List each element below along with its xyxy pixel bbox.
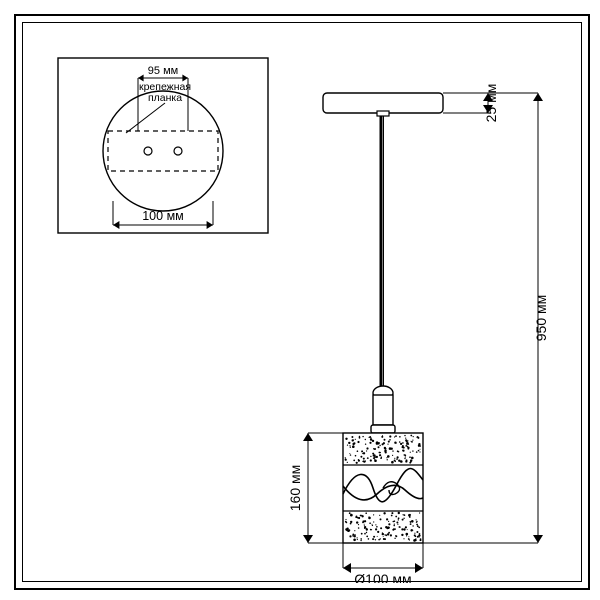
svg-text:950 мм: 950 мм [533,295,549,342]
outer-frame: 95 ммкрепежнаяпланка100 мм25 мм950 мм160… [14,14,590,590]
screw-hole [174,147,182,155]
screw-hole [144,147,152,155]
canopy-cord-grip [377,111,389,116]
svg-text:160 мм: 160 мм [287,465,303,512]
inner-frame: 95 ммкрепежнаяпланка100 мм25 мм950 мм160… [22,22,582,582]
socket-ring [371,425,395,433]
svg-text:25 мм: 25 мм [483,84,499,123]
inset-top-dim-label: 95 мм [148,65,178,77]
ceiling-plate-top-view [103,91,223,211]
inset-bottom-dim-label: 100 мм [142,209,184,223]
diagram-svg: 95 ммкрепежнаяпланка100 мм25 мм950 мм160… [23,23,583,583]
socket-body [373,395,393,425]
bracket-label-line2: планка [148,92,182,104]
svg-text:Ø100 мм: Ø100 мм [354,571,411,583]
ceiling-canopy [323,93,443,113]
mounting-bracket-outline [108,131,218,171]
